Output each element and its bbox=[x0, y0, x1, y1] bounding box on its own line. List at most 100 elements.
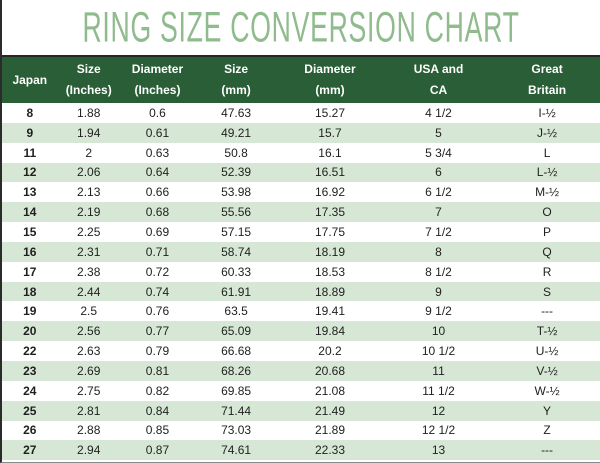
cell-size-mm: 58.74 bbox=[195, 241, 278, 262]
cell-size-mm: 74.61 bbox=[195, 440, 278, 461]
table-row: 23 2.69 0.81 68.26 20.68 11 V-½ bbox=[2, 360, 600, 381]
cell-great-britain: --- bbox=[494, 440, 600, 461]
cell-diameter-mm: 18.53 bbox=[277, 261, 383, 282]
table-row: 13 2.13 0.66 53.98 16.92 6 1/2 M-½ bbox=[2, 182, 600, 203]
cell-diameter-mm: 20.68 bbox=[277, 360, 383, 381]
cell-size-inches: 2.56 bbox=[57, 321, 120, 342]
col-header-label: USA and bbox=[413, 62, 464, 76]
cell-diameter-mm: 15.7 bbox=[277, 122, 383, 143]
col-header-size-inches: Size (Inches) bbox=[57, 56, 120, 103]
cell-size-mm: 68.26 bbox=[195, 360, 278, 381]
col-header-label: Size bbox=[76, 62, 101, 76]
cell-size-inches: 2.69 bbox=[57, 360, 120, 381]
cell-usa-ca: 12 1/2 bbox=[382, 420, 495, 441]
cell-great-britain: P bbox=[494, 222, 600, 242]
cell-size-mm: 61.91 bbox=[195, 281, 278, 302]
cell-usa-ca: 8 bbox=[382, 241, 495, 262]
table-row: 25 2.81 0.84 71.44 21.49 12 Y bbox=[2, 400, 600, 421]
cell-size-inches: 2 bbox=[57, 142, 120, 163]
cell-diameter-mm: 22.33 bbox=[277, 440, 383, 461]
cell-diameter-inches: 0.61 bbox=[119, 122, 196, 143]
cell-usa-ca: 12 bbox=[382, 400, 495, 421]
cell-japan: 19 bbox=[2, 301, 58, 322]
cell-diameter-inches: 0.82 bbox=[119, 380, 196, 401]
cell-japan: 20 bbox=[2, 321, 58, 342]
cell-usa-ca: 6 bbox=[382, 162, 495, 183]
table-row: 15 2.25 0.69 57.15 17.75 7 1/2 P bbox=[2, 222, 600, 242]
cell-size-mm: 73.03 bbox=[195, 420, 278, 441]
cell-usa-ca: 4 1/2 bbox=[382, 103, 495, 123]
cell-japan: 17 bbox=[2, 261, 58, 282]
cell-great-britain: U-½ bbox=[494, 341, 600, 361]
cell-size-mm: 60.33 bbox=[195, 261, 278, 282]
cell-diameter-mm: 16.51 bbox=[277, 162, 383, 183]
col-header-label: Size bbox=[224, 62, 249, 76]
table-row: 18 2.44 0.74 61.91 18.89 9 S bbox=[2, 281, 600, 302]
cell-great-britain: T-½ bbox=[494, 321, 600, 342]
cell-diameter-inches: 0.81 bbox=[119, 360, 196, 381]
cell-diameter-mm: 20.2 bbox=[277, 341, 383, 361]
cell-great-britain: L bbox=[494, 142, 600, 163]
cell-size-inches: 2.88 bbox=[57, 420, 120, 441]
cell-japan: 27 bbox=[2, 440, 58, 461]
table-row: 12 2.06 0.64 52.39 16.51 6 L-½ bbox=[2, 162, 600, 183]
cell-size-inches: 2.94 bbox=[57, 440, 120, 461]
cell-great-britain: V-½ bbox=[494, 360, 600, 381]
cell-diameter-mm: 15.27 bbox=[277, 103, 383, 123]
cell-diameter-inches: 0.84 bbox=[119, 400, 196, 421]
cell-usa-ca: 5 bbox=[382, 122, 495, 143]
cell-japan: 26 bbox=[2, 420, 58, 441]
cell-usa-ca: 5 3/4 bbox=[382, 142, 495, 163]
cell-usa-ca: 10 bbox=[382, 321, 495, 342]
cell-diameter-mm: 19.41 bbox=[277, 301, 383, 322]
table-row: 14 2.19 0.68 55.56 17.35 7 O bbox=[2, 202, 600, 223]
cell-usa-ca: 11 1/2 bbox=[382, 380, 495, 401]
cell-size-inches: 1.94 bbox=[57, 122, 120, 143]
col-header-diameter-inches: Diameter (Inches) bbox=[119, 56, 196, 103]
cell-japan: 18 bbox=[2, 281, 58, 302]
cell-size-inches: 2.25 bbox=[57, 222, 120, 242]
cell-size-mm: 50.8 bbox=[195, 142, 278, 163]
cell-great-britain: O bbox=[494, 202, 600, 223]
cell-diameter-mm: 16.1 bbox=[277, 142, 383, 163]
cell-diameter-mm: 21.49 bbox=[277, 400, 383, 421]
cell-usa-ca: 13 bbox=[382, 440, 495, 461]
cell-size-inches: 2.13 bbox=[57, 182, 120, 203]
cell-great-britain: Z bbox=[494, 420, 600, 441]
table-row: 27 2.94 0.87 74.61 22.33 13 --- bbox=[2, 440, 600, 461]
cell-great-britain: Y bbox=[494, 400, 600, 421]
page-title: RING SIZE CONVERSION CHART bbox=[82, 2, 520, 51]
cell-japan: 11 bbox=[2, 142, 58, 163]
cell-great-britain: J-½ bbox=[494, 122, 600, 143]
cell-size-mm: 65.09 bbox=[195, 321, 278, 342]
cell-size-mm: 69.85 bbox=[195, 380, 278, 401]
table-body: 8 1.88 0.6 47.63 15.27 4 1/2 I-½ 9 1.94 0.61 49.21… bbox=[2, 103, 600, 461]
cell-size-mm: 55.56 bbox=[195, 202, 278, 223]
cell-great-britain: --- bbox=[494, 301, 600, 322]
table-row: 8 1.88 0.6 47.63 15.27 4 1/2 I-½ bbox=[2, 103, 600, 123]
cell-usa-ca: 6 1/2 bbox=[382, 182, 495, 203]
table-row: 22 2.63 0.79 66.68 20.2 10 1/2 U-½ bbox=[2, 341, 600, 361]
cell-great-britain: R bbox=[494, 261, 600, 282]
cell-japan: 12 bbox=[2, 162, 58, 183]
cell-usa-ca: 9 1/2 bbox=[382, 301, 495, 322]
col-header-size-mm: Size (mm) bbox=[195, 56, 278, 103]
cell-diameter-inches: 0.79 bbox=[119, 341, 196, 361]
table-row: 16 2.31 0.71 58.74 18.19 8 Q bbox=[2, 241, 600, 262]
cell-usa-ca: 7 1/2 bbox=[382, 222, 495, 242]
col-header-sublabel: CA bbox=[429, 83, 448, 97]
cell-japan: 8 bbox=[2, 103, 58, 123]
cell-diameter-mm: 17.35 bbox=[277, 202, 383, 223]
cell-japan: 22 bbox=[2, 341, 58, 361]
cell-size-inches: 2.19 bbox=[57, 202, 120, 223]
cell-usa-ca: 8 1/2 bbox=[382, 261, 495, 282]
cell-size-mm: 47.63 bbox=[195, 103, 278, 123]
col-header-japan: Japan bbox=[2, 56, 58, 103]
cell-japan: 14 bbox=[2, 202, 58, 223]
cell-japan: 13 bbox=[2, 182, 58, 203]
cell-diameter-inches: 0.63 bbox=[119, 142, 196, 163]
cell-japan: 15 bbox=[2, 222, 58, 242]
col-header-label: Great bbox=[531, 62, 563, 76]
cell-diameter-inches: 0.77 bbox=[119, 321, 196, 342]
